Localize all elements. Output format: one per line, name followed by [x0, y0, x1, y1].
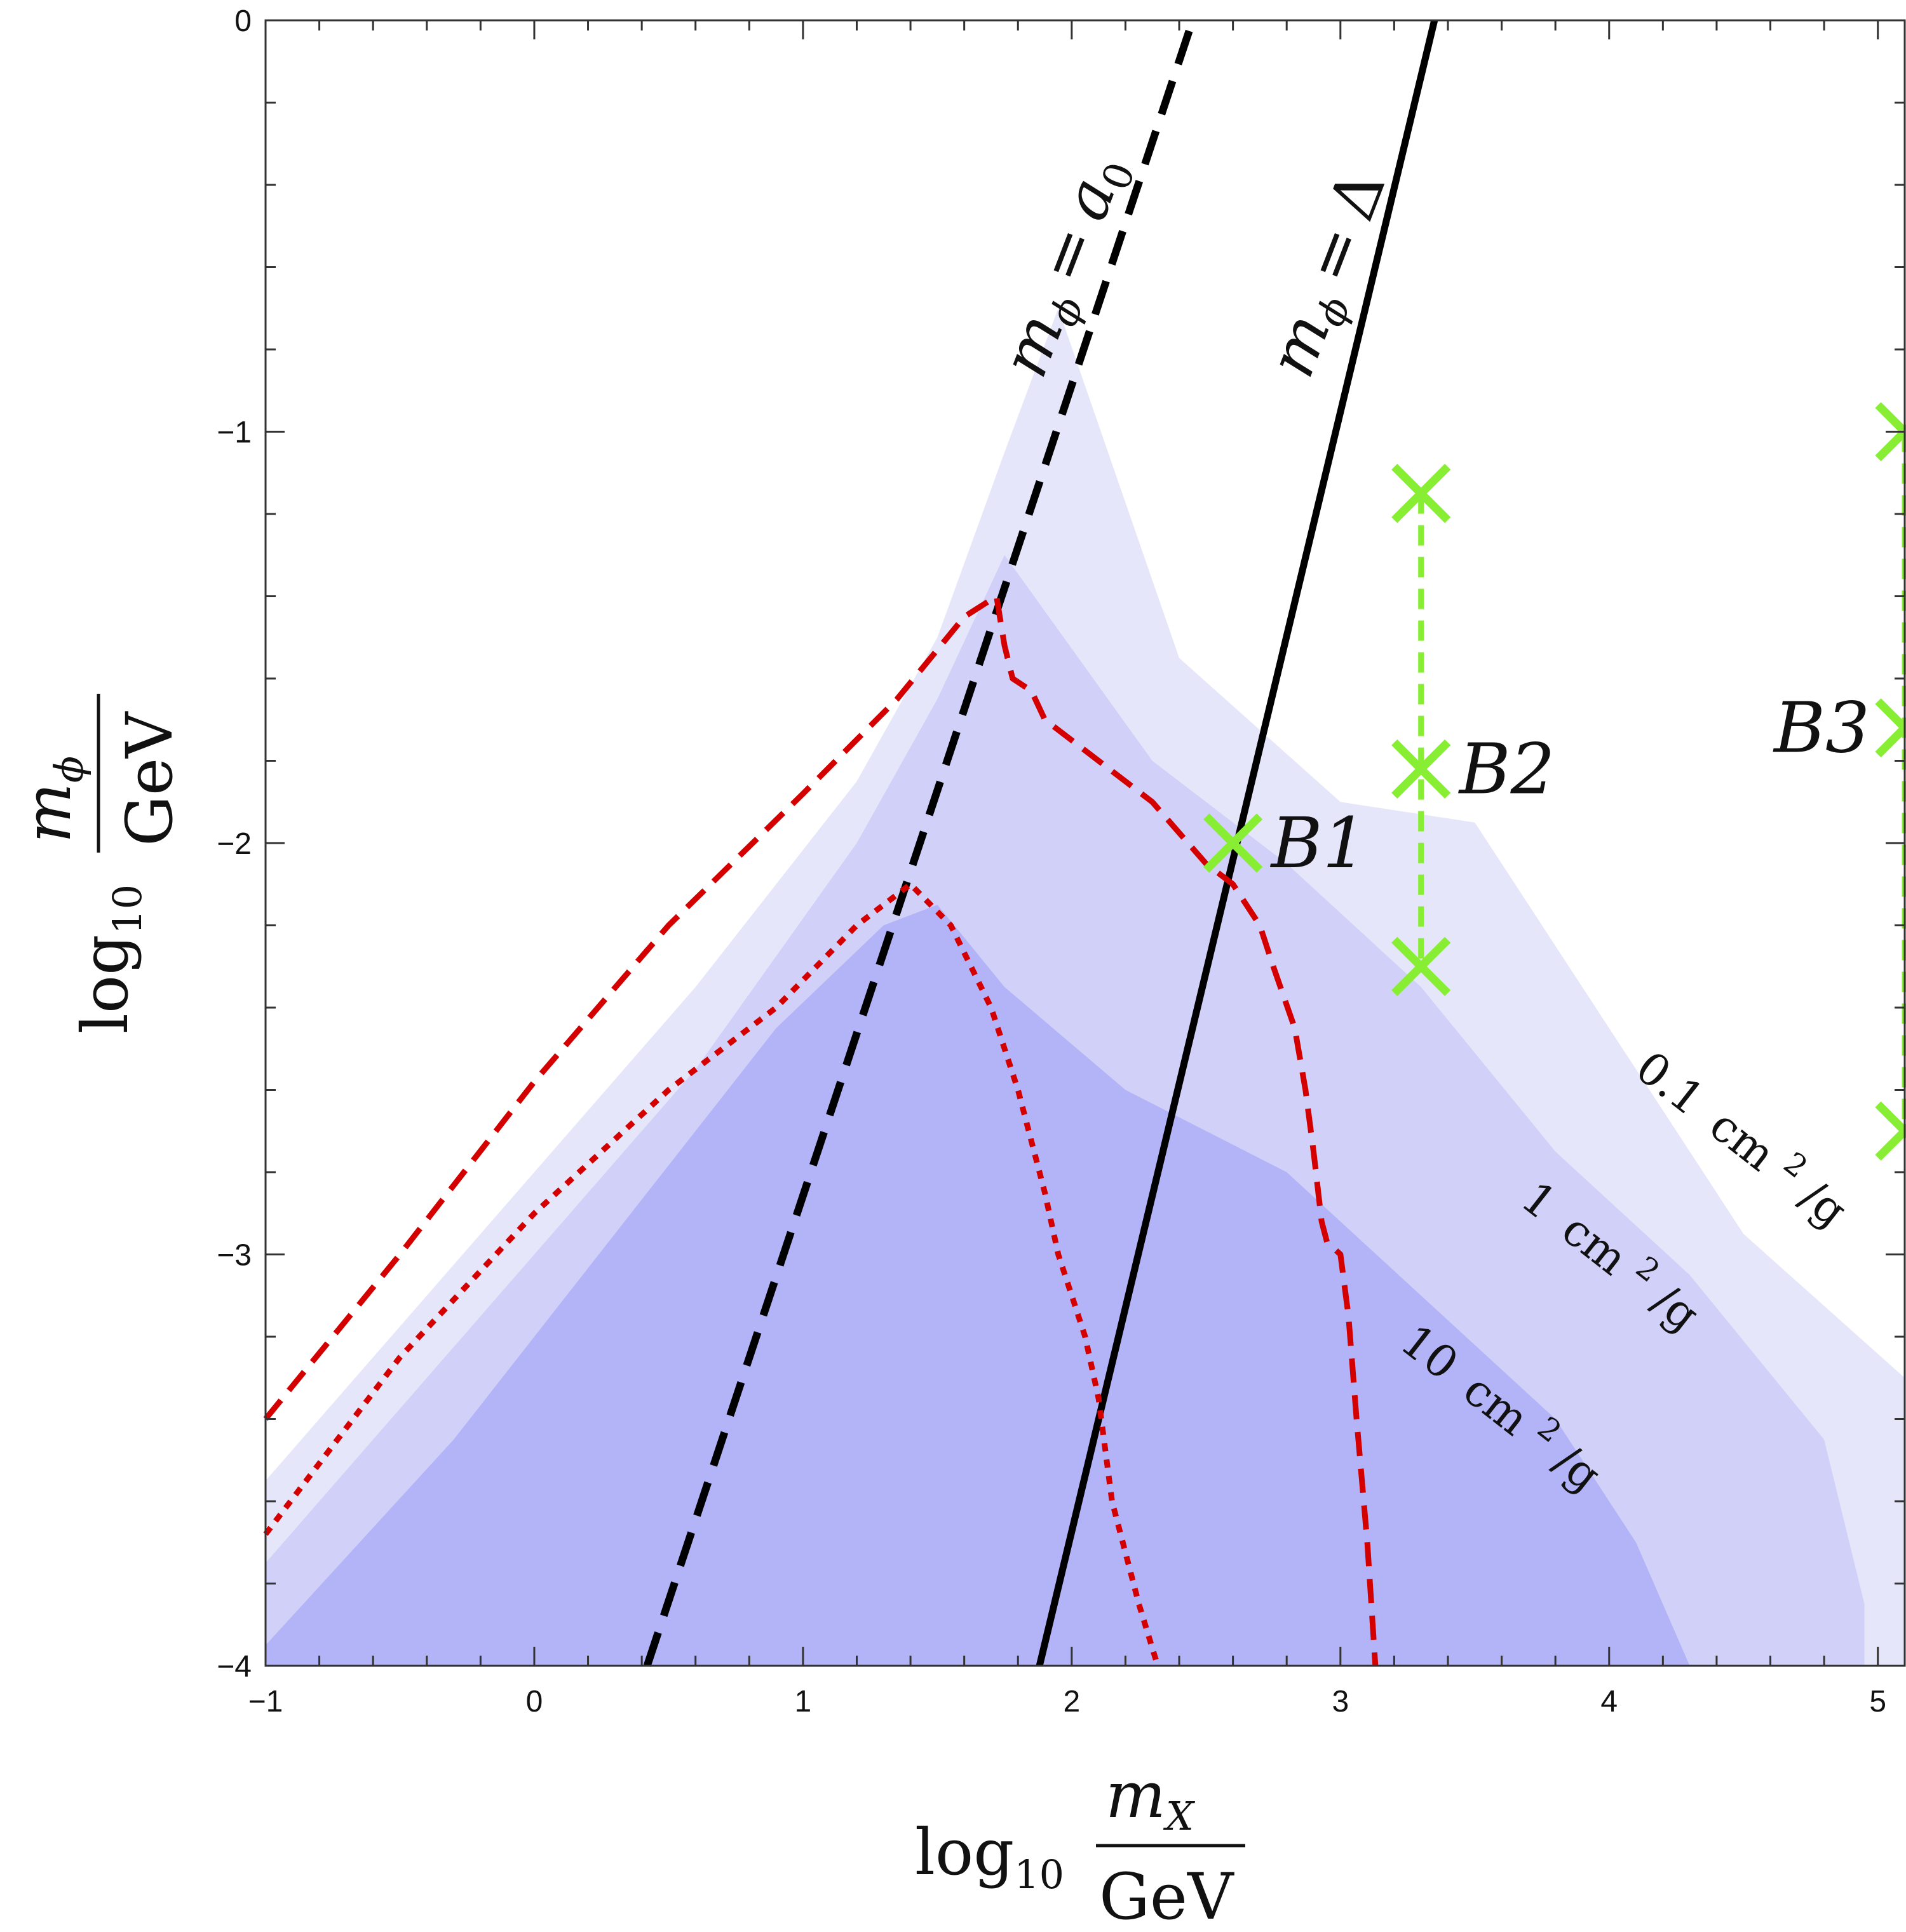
benchmark-label-b1: B1: [1270, 802, 1367, 884]
x-tick-label: 5: [1869, 1685, 1886, 1719]
x-axis-label-sub: 10: [1014, 1851, 1064, 1898]
y-axis-label-sub: 10: [104, 884, 151, 935]
benchmark-b1-marker-0: [1203, 813, 1263, 873]
line-label-a0: mϕ=a0: [987, 144, 1144, 389]
x-tick-label: 0: [526, 1685, 543, 1719]
x-tick-label: −1: [248, 1685, 283, 1719]
x-axis-label-log: log: [915, 1815, 1014, 1889]
region-10-cm2-g: [266, 905, 1690, 1666]
y-tick-label: −2: [217, 827, 252, 861]
y-axis-label-num-sub: ϕ: [46, 756, 92, 783]
x-tick-label: 1: [795, 1685, 812, 1719]
y-axis-label-num: m: [11, 783, 85, 843]
curve-red-dotted: [263, 881, 1161, 1667]
benchmark-b3-marker-1: [1875, 698, 1906, 758]
svg-text:mϕ: mϕ: [11, 756, 92, 843]
y-tick-label: 0: [234, 4, 252, 38]
line-label-delta: mϕ=Δ: [1254, 160, 1405, 389]
ticks-layer: −1 0 1 2 3 4 5 −4 −3 −2 −1 0: [217, 4, 1905, 1719]
svg-text:log10: log10: [915, 1815, 1064, 1898]
x-tick-label: 3: [1332, 1685, 1349, 1719]
benchmark-b2-marker-0: [1391, 464, 1451, 524]
svg-text:mX: mX: [1105, 1758, 1196, 1839]
x-axis-label-num-sub: X: [1163, 1793, 1196, 1839]
y-axis-label-log: log: [68, 935, 142, 1034]
x-axis-label-num: m: [1105, 1758, 1166, 1832]
benchmark-label-b3: B3: [1773, 687, 1870, 769]
regions-layer: [266, 308, 1905, 1666]
benchmark-b2-marker-1: [1391, 739, 1451, 799]
x-tick-label: 2: [1064, 1685, 1081, 1719]
y-tick-label: −3: [217, 1239, 252, 1273]
y-axis-label: log10 mϕ GeV: [11, 694, 187, 1034]
curve-red-dashed: [263, 593, 1379, 1666]
y-tick-label: −4: [217, 1650, 252, 1684]
y-axis-label-den: GeV: [112, 711, 187, 846]
x-axis-label: log10 mX GeV: [915, 1758, 1245, 1932]
benchmark-label-b2: B2: [1458, 728, 1555, 809]
svg-text:log10: log10: [68, 884, 151, 1034]
x-tick-label: 4: [1600, 1685, 1618, 1719]
y-tick-label: −1: [217, 416, 252, 450]
benchmark-b3-marker-2: [1875, 1101, 1906, 1161]
x-axis-label-den: GeV: [1099, 1860, 1234, 1932]
benchmark-b2-marker-2: [1391, 936, 1451, 996]
line-m-phi-eq-a0: [643, 19, 1196, 1667]
